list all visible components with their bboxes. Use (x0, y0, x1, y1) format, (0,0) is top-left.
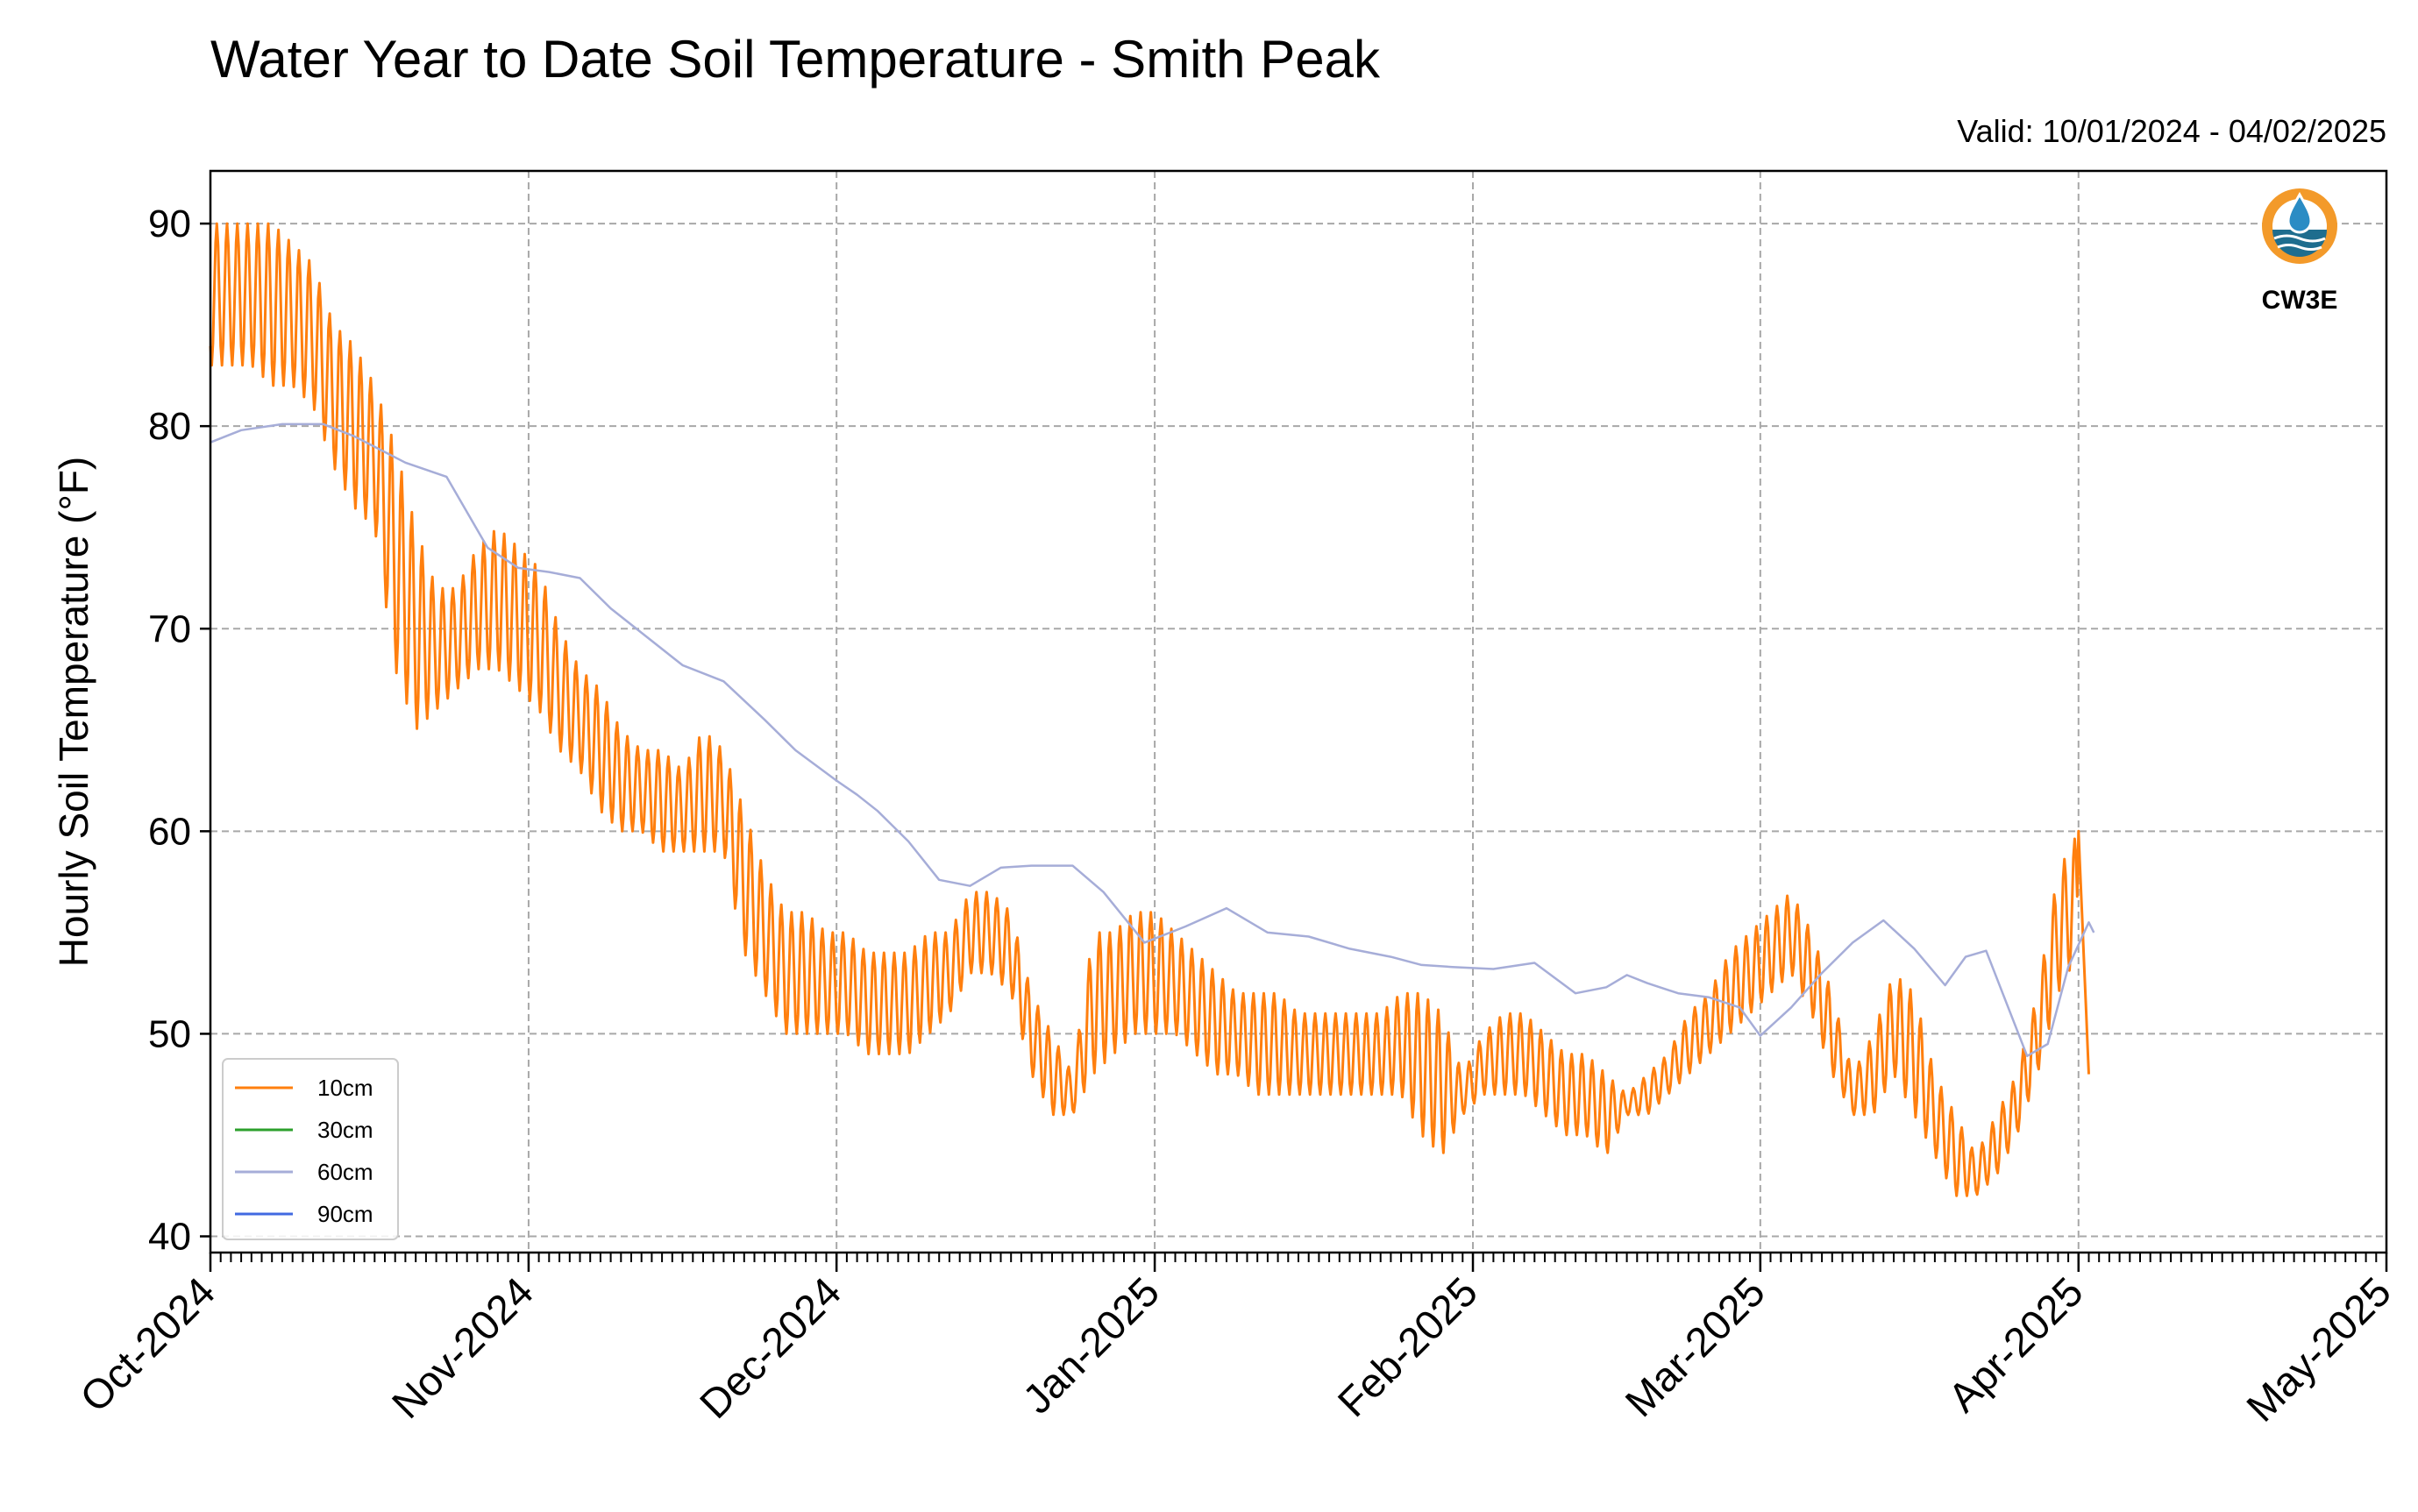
logo-wave-lines (2273, 234, 2326, 251)
legend-label-60cm: 60cm (317, 1159, 373, 1185)
legend-label-30cm: 30cm (317, 1117, 373, 1143)
x-minor-ticks (210, 1253, 2387, 1262)
legend: 10cm 30cm 60cm 90cm (222, 1058, 399, 1240)
series-line-60cm (210, 422, 2095, 1058)
plot-area (209, 222, 2095, 1197)
water-drop-icon (2286, 191, 2313, 234)
valid-range-text: Valid: 10/01/2024 - 04/02/2025 (1957, 113, 2386, 149)
y-axis-label: Hourly Soil Temperature (°F) (51, 457, 96, 968)
y-tick-label: 50 (148, 1012, 191, 1055)
series-line-10cm (209, 222, 2090, 1197)
y-tick-label: 40 (148, 1216, 191, 1259)
legend-frame (222, 1058, 399, 1240)
y-tick-label: 80 (148, 405, 191, 448)
y-tick-label: 90 (148, 202, 191, 245)
y-tick-label: 60 (148, 810, 191, 853)
grid-lines (210, 171, 2387, 1253)
logo-text: CW3E (2262, 286, 2338, 315)
cw3e-logo: CW3E (2262, 188, 2338, 315)
y-tick-label: 70 (148, 607, 191, 650)
chart-title: Water Year to Date Soil Temperature - Sm… (210, 30, 1381, 89)
legend-label-10cm: 10cm (317, 1075, 373, 1101)
legend-label-90cm: 90cm (317, 1201, 373, 1227)
